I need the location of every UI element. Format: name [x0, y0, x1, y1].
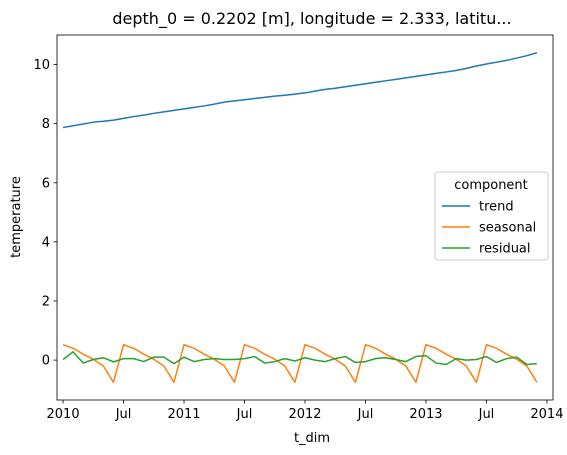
- y-axis-label: temperature: [9, 176, 24, 258]
- x-tick-label: Jul: [236, 407, 253, 422]
- x-tick-label: 2012: [288, 407, 321, 422]
- series-line-seasonal: [62, 343, 538, 384]
- y-tick-label: 8: [42, 117, 50, 132]
- plot-area: 2010 Jul 2011 Jul 2012 Jul 2013 Jul 2014 0 2 4 6 8 10: [33, 34, 563, 422]
- legend-title: component: [454, 178, 528, 193]
- x-tick-label: Jul: [357, 407, 374, 422]
- chart-title: depth_0 = 0.2202 [m], longitude = 2.333,…: [112, 9, 511, 29]
- legend-label-seasonal: seasonal: [479, 221, 536, 236]
- y-tick-label: 10: [33, 58, 50, 73]
- x-tick-label: Jul: [115, 407, 132, 422]
- x-axis-label: t_dim: [294, 431, 330, 446]
- x-tick-label: 2014: [530, 407, 563, 422]
- legend-label-residual: residual: [479, 242, 531, 257]
- series-line-trend: [62, 52, 538, 129]
- legend-label-trend: trend: [479, 200, 514, 215]
- y-tick-label: 4: [42, 235, 50, 250]
- legend: component trend seasonal residual: [434, 171, 549, 261]
- series-line-residual: [62, 351, 537, 366]
- y-tick-label: 2: [42, 294, 50, 309]
- y-tick-label: 6: [42, 176, 50, 191]
- x-tick-label: Jul: [478, 407, 495, 422]
- y-tick-label: 0: [42, 354, 50, 369]
- legend-box: [434, 171, 549, 261]
- x-tick-label: 2011: [167, 407, 200, 422]
- x-tick-label: 2013: [409, 407, 442, 422]
- x-tick-label: 2010: [47, 407, 80, 422]
